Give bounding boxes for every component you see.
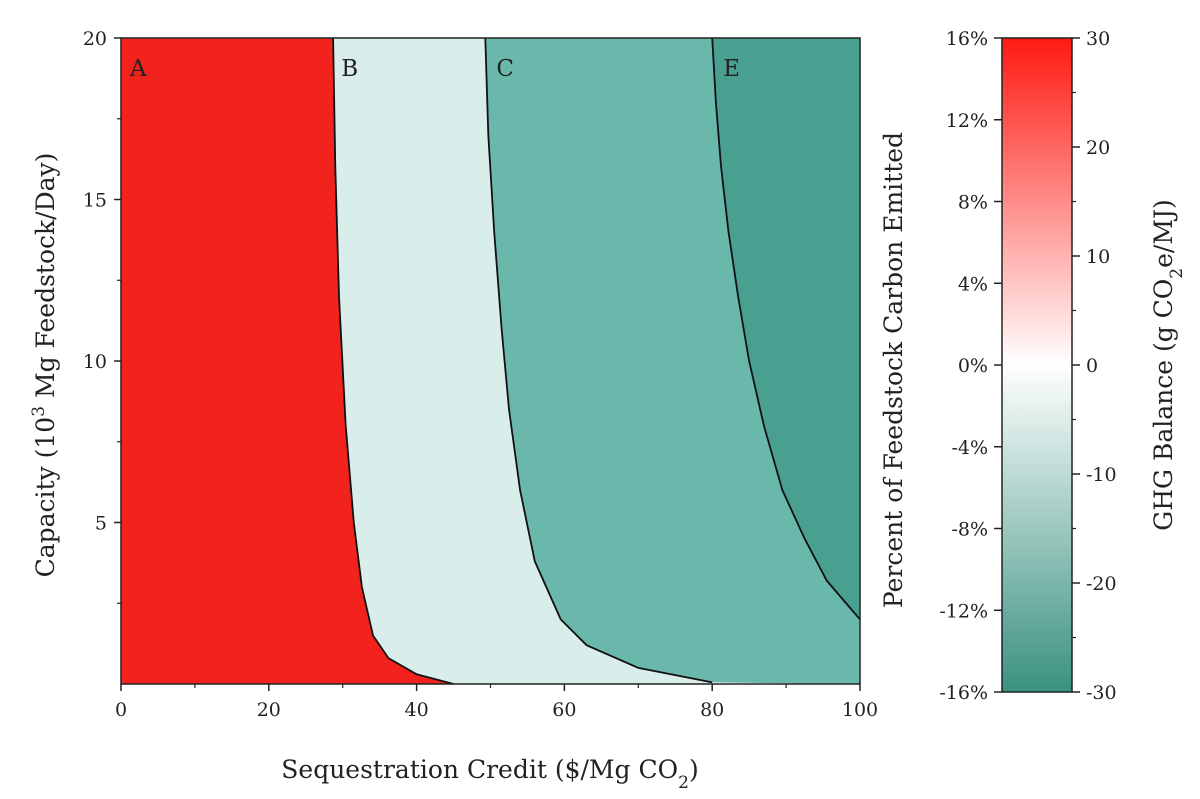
colorbar-left-tick-label: 8% <box>958 192 988 214</box>
x-axis: 0 20 40 60 80 100 <box>115 684 878 721</box>
colorbar-right-tick-label: -20 <box>1086 573 1117 595</box>
x-tick-label: 0 <box>115 699 127 721</box>
colorbar-left-tick-label: 0% <box>958 355 988 377</box>
region-boundaries <box>332 37 861 685</box>
x-tick-label: 60 <box>552 699 576 721</box>
colorbar-left-tick-label: -4% <box>951 437 988 459</box>
y-axis: 5 10 15 20 <box>83 28 121 604</box>
colorbar-left-tick-label: 4% <box>958 273 988 295</box>
x-tick-label: 80 <box>700 699 724 721</box>
colorbar-right-title: GHG Balance (g CO2e/MJ) <box>1149 199 1187 530</box>
region-label-e: E <box>723 56 740 82</box>
colorbar-right-tick-label: 10 <box>1086 246 1110 268</box>
colorbar-right-tick-label: 0 <box>1086 355 1098 377</box>
region-a <box>121 38 454 684</box>
colorbar-left-tick-label: 16% <box>946 28 988 50</box>
region-c <box>485 38 860 684</box>
colorbar-right-tick-label: 20 <box>1086 137 1110 159</box>
colorbar-left-title: Percent of Feedstock Carbon Emitted <box>879 132 908 608</box>
region-label-a: A <box>129 56 147 82</box>
x-tick-label: 100 <box>842 699 878 721</box>
colorbar-left-tick-label: -8% <box>951 519 988 541</box>
colorbar <box>1001 37 1073 693</box>
boundary-b-c <box>484 37 713 684</box>
x-tick-label: 20 <box>257 699 281 721</box>
colorbar-right-tick-label: -30 <box>1086 682 1117 704</box>
y-axis-title: Capacity (103 Mg Feedstock/Day) <box>29 153 60 578</box>
region-label-b: B <box>341 56 358 82</box>
colorbar-left-tick-label: -12% <box>939 600 988 622</box>
boundary-c-e <box>711 37 861 620</box>
x-tick-label: 40 <box>405 699 429 721</box>
y-tick-label: 15 <box>83 190 107 212</box>
boundary-a-b <box>332 37 454 685</box>
x-axis-title: Sequestration Credit ($/Mg CO2) <box>281 755 698 793</box>
y-tick-label: 10 <box>83 351 107 373</box>
colorbar-left-axis: 16% 12% 8% 4% 0% -4% -8% -12% -16% <box>939 28 1002 704</box>
plot-regions <box>121 38 860 684</box>
colorbar-right-axis: 30 20 10 0 -10 -20 -30 <box>1072 28 1117 704</box>
y-tick-label: 20 <box>83 28 107 50</box>
colorbar-right-tick-label: -10 <box>1086 464 1117 486</box>
region-b <box>333 38 713 684</box>
region-label-c: C <box>496 56 514 82</box>
region-e <box>712 38 860 684</box>
y-tick-label: 5 <box>95 513 107 535</box>
colorbar-left-tick-label: -16% <box>939 682 988 704</box>
colorbar-right-tick-label: 30 <box>1086 28 1110 50</box>
colorbar-left-tick-label: 12% <box>946 110 988 132</box>
